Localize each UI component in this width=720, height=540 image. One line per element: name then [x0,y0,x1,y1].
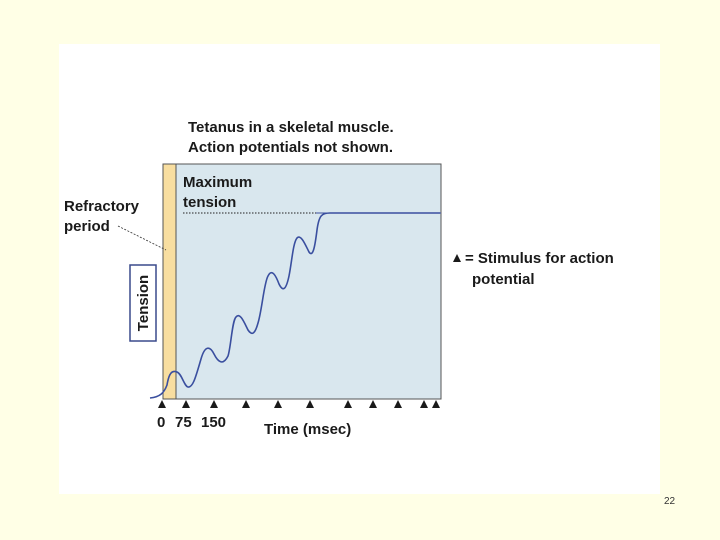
refractory-label-line1: Refractory [64,198,140,215]
stimulus-markers [158,400,440,408]
stimulus-marker-icon [274,400,282,408]
refractory-leader [117,225,167,251]
stimulus-marker-icon [182,400,190,408]
figure-title-line2: Action potentials not shown. [188,139,393,156]
stimulus-marker-icon [432,400,440,408]
stimulus-marker-icon [210,400,218,408]
plot-area [162,163,442,400]
stimulus-marker-icon [158,400,166,408]
x-axis-title: Time (msec) [264,421,351,438]
tension-curve [149,212,440,399]
refractory-label-line2: period [64,218,110,235]
page-number: 22 [664,496,676,507]
stimulus-marker-icon [242,400,250,408]
figure-title-line1: Tetanus in a skeletal muscle. [188,119,394,136]
tick-label-150: 150 [201,414,226,431]
legend-line2: potential [472,271,535,288]
tick-label-0: 0 [157,414,165,431]
max-tension-label-line1: Maximum [183,174,252,191]
stimulus-marker-icon [394,400,402,408]
stimulus-marker-icon [369,400,377,408]
stimulus-marker-icon [420,400,428,408]
tension-label-box [129,264,157,342]
y-axis-label: Tension [135,275,152,331]
legend-stimulus-triangle-icon [453,254,461,262]
stimulus-marker-icon [306,400,314,408]
refractory-period-bar [162,163,177,400]
legend-line1: = Stimulus for action [465,250,614,267]
max-tension-label-line2: tension [183,194,236,211]
stimulus-marker-icon [344,400,352,408]
tick-label-75: 75 [175,414,192,431]
